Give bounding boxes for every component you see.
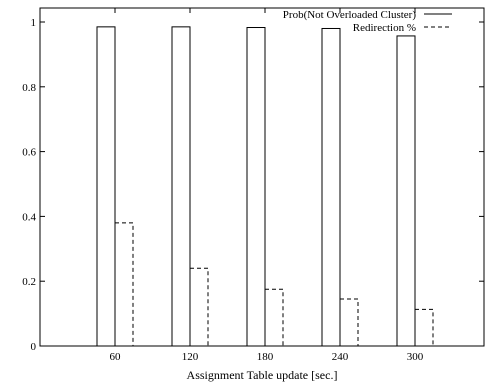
y-tick-label: 0.8 [22,82,36,94]
bar-redirection [264,288,284,347]
bar-redirection [189,267,209,347]
legend: Prob(Not Overloaded Cluster)Redirection … [283,9,452,34]
bar-redirection [114,222,134,347]
x-axis-label: Assignment Table update [sec.] [187,368,338,382]
legend-label: Prob(Not Overloaded Cluster) [283,9,417,21]
bar-prob-not-overloaded [321,27,341,347]
y-tick-label: 0.6 [22,147,36,159]
bar-redirection [339,298,359,347]
y-tick-label: 0.2 [22,276,36,288]
x-tick-label: 120 [182,351,199,363]
plot-frame [39,7,485,347]
y-tick-label: 0.4 [22,211,36,223]
x-axis: 60 120 180 240 300 [110,8,424,363]
bar-prob-not-overloaded [96,26,116,347]
bar-prob-not-overloaded [396,35,416,347]
x-tick-label: 60 [110,351,122,363]
y-tick-label: 1 [31,17,37,29]
bars [96,26,434,347]
bar-prob-not-overloaded [171,26,191,347]
bar-prob-not-overloaded [246,27,266,347]
x-tick-label: 240 [332,351,349,363]
x-tick-label: 180 [257,351,274,363]
y-tick-label: 0 [31,341,37,353]
bar-redirection [414,308,434,347]
x-tick-label: 300 [407,351,424,363]
legend-label: Redirection % [353,22,416,34]
y-axis: 0 0.2 0.4 0.6 0.8 1 [22,17,484,353]
